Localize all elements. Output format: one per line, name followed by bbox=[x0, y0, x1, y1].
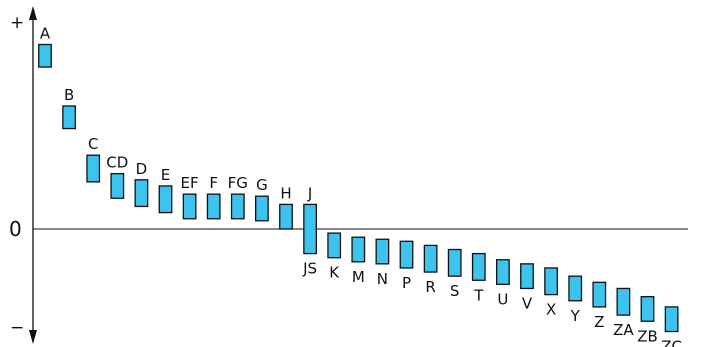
axis-arrow-up bbox=[29, 6, 37, 20]
deviation-label-a: A bbox=[40, 25, 51, 43]
deviation-bar-s bbox=[447, 248, 462, 277]
deviation-label-d: D bbox=[136, 160, 148, 178]
deviation-label-p: P bbox=[402, 274, 411, 292]
deviation-bar-d bbox=[134, 179, 149, 208]
deviation-bar-zb bbox=[640, 295, 655, 322]
deviation-label-b: B bbox=[64, 86, 74, 104]
deviation-bar-x bbox=[544, 267, 558, 296]
deviation-label-x: X bbox=[546, 301, 556, 319]
deviation-label-j: J bbox=[307, 184, 312, 202]
deviation-bar-m bbox=[351, 236, 366, 263]
deviation-label-u: U bbox=[497, 290, 508, 308]
deviation-bar-r bbox=[423, 244, 438, 273]
axis-minus-label: − bbox=[10, 318, 24, 338]
deviation-bar-n bbox=[375, 238, 390, 265]
deviation-label-zc: ZC bbox=[661, 338, 682, 347]
deviation-label-fg: FG bbox=[228, 174, 248, 192]
deviation-label-y: Y bbox=[570, 307, 581, 325]
axis-plus-label: + bbox=[10, 13, 24, 33]
deviation-label-g: G bbox=[256, 176, 268, 194]
deviation-bar-zc bbox=[664, 306, 679, 333]
deviation-label-f: F bbox=[209, 174, 218, 192]
deviation-bar-j bbox=[303, 203, 318, 255]
deviation-label-m: M bbox=[352, 268, 365, 286]
deviation-bar-g bbox=[254, 195, 269, 222]
deviation-label-e: E bbox=[161, 166, 170, 184]
deviation-label-c: C bbox=[88, 135, 98, 153]
deviation-bars bbox=[38, 43, 679, 333]
deviation-label-za: ZA bbox=[613, 321, 634, 339]
deviation-label-js: JS bbox=[302, 260, 317, 278]
deviation-bar-c bbox=[86, 154, 101, 183]
deviation-bar-ef bbox=[182, 193, 197, 220]
deviation-bar-h bbox=[279, 203, 293, 230]
deviation-label-z: Z bbox=[594, 313, 604, 331]
deviation-bar-a bbox=[38, 43, 52, 68]
deviation-label-t: T bbox=[473, 286, 484, 304]
deviation-bar-v bbox=[520, 263, 534, 290]
deviation-bar-za bbox=[616, 287, 631, 316]
deviation-label-n: N bbox=[377, 270, 388, 288]
deviation-label-r: R bbox=[425, 278, 435, 296]
deviation-bar-k bbox=[327, 232, 342, 259]
deviation-bar-fg bbox=[230, 193, 245, 220]
deviation-bar-f bbox=[206, 193, 221, 220]
deviation-label-zb: ZB bbox=[637, 327, 658, 345]
deviation-bar-z bbox=[592, 281, 607, 308]
deviation-label-v: V bbox=[522, 294, 533, 312]
axis-arrow-down bbox=[29, 330, 37, 344]
deviation-bar-e bbox=[158, 185, 173, 214]
deviation-bar-u bbox=[495, 259, 510, 286]
axis-zero-label: 0 bbox=[9, 217, 22, 241]
deviation-label-cd: CD bbox=[106, 154, 128, 172]
deviation-bar-t bbox=[471, 252, 486, 281]
deviation-label-s: S bbox=[450, 282, 460, 300]
deviation-bar-b bbox=[62, 105, 76, 130]
deviation-bar-y bbox=[568, 275, 583, 302]
deviation-label-h: H bbox=[280, 184, 291, 202]
deviation-label-k: K bbox=[329, 264, 340, 282]
deviation-bar-p bbox=[399, 240, 414, 269]
deviation-label-ef: EF bbox=[181, 174, 199, 192]
deviation-bar-cd bbox=[110, 172, 125, 199]
